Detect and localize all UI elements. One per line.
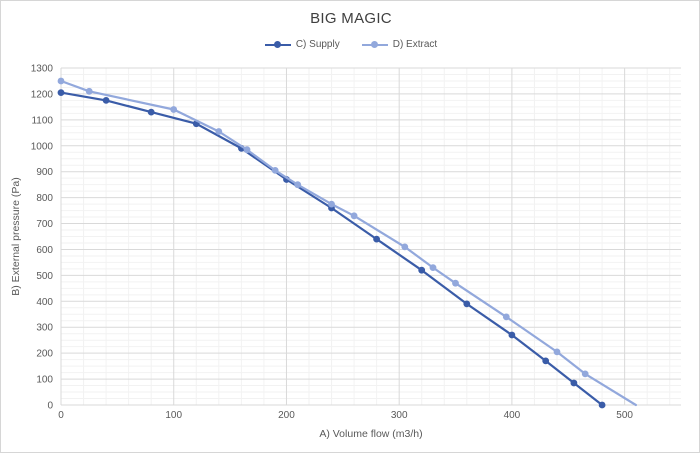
series-marker-1: [85, 87, 93, 95]
series-marker-1: [452, 279, 459, 287]
series-marker-1: [429, 264, 437, 271]
series-marker-1: [215, 128, 223, 135]
series-marker-0: [542, 357, 550, 365]
y-tick-label: 1300: [31, 64, 54, 75]
series-marker-1: [57, 77, 65, 85]
x-tick-label: 400: [504, 410, 521, 421]
x-tick-label: 300: [391, 410, 408, 421]
y-tick-label: 500: [36, 271, 53, 282]
series-marker-1: [401, 243, 409, 251]
y-tick-label: 900: [36, 167, 53, 178]
x-tick-label: 200: [278, 410, 295, 421]
series-marker-1: [502, 313, 510, 321]
series-marker-1: [294, 181, 302, 189]
y-tick-label: 200: [36, 349, 53, 360]
y-tick-label: 1000: [31, 141, 54, 152]
series-marker-1: [170, 106, 178, 113]
y-tick-label: 600: [36, 245, 53, 256]
series-marker-0: [418, 266, 426, 274]
legend-line-marker-icon: [361, 40, 388, 49]
x-tick-label: 0: [58, 410, 64, 421]
series-marker-0: [373, 235, 380, 243]
series-marker-1: [328, 200, 335, 208]
series-line-1: [59, 79, 638, 407]
series-marker-0: [570, 379, 578, 387]
series-marker-0: [57, 89, 65, 96]
y-tick-label: 400: [36, 297, 53, 308]
y-tick-label: 1100: [31, 115, 53, 126]
y-tick-label: 700: [36, 219, 53, 230]
series-marker-1: [581, 370, 589, 378]
series-marker-1: [271, 167, 279, 174]
series-marker-0: [598, 401, 606, 409]
y-axis-title: B) External pressure (Pa): [10, 177, 22, 295]
series-marker-0: [463, 300, 471, 308]
legend-item-supply: C) Supply: [264, 39, 340, 50]
y-tick-label: 1200: [31, 89, 54, 100]
legend-line-marker-icon: [264, 40, 291, 49]
legend-label: C) Supply: [295, 39, 340, 50]
y-tick-label: 300: [36, 323, 53, 334]
series-marker-0: [147, 108, 155, 116]
legend: C) Supply D) Extract: [1, 39, 699, 50]
legend-label: D) Extract: [392, 39, 438, 50]
series-marker-1: [553, 348, 561, 356]
series-marker-1: [350, 212, 358, 220]
series-marker-0: [508, 331, 516, 339]
x-tick-label: 500: [616, 410, 633, 421]
y-tick-label: 0: [47, 401, 53, 412]
x-axis-title: A) Volume flow (m3/h): [319, 428, 422, 440]
y-tick-label: 100: [36, 375, 53, 386]
series-marker-1: [243, 146, 251, 154]
series-marker-0: [102, 97, 110, 104]
x-tick-label: 100: [165, 410, 182, 421]
series-line-0: [59, 91, 604, 407]
chart-title: BIG MAGIC: [310, 10, 392, 27]
y-tick-label: 800: [36, 193, 53, 204]
legend-item-extract: D) Extract: [361, 39, 438, 50]
